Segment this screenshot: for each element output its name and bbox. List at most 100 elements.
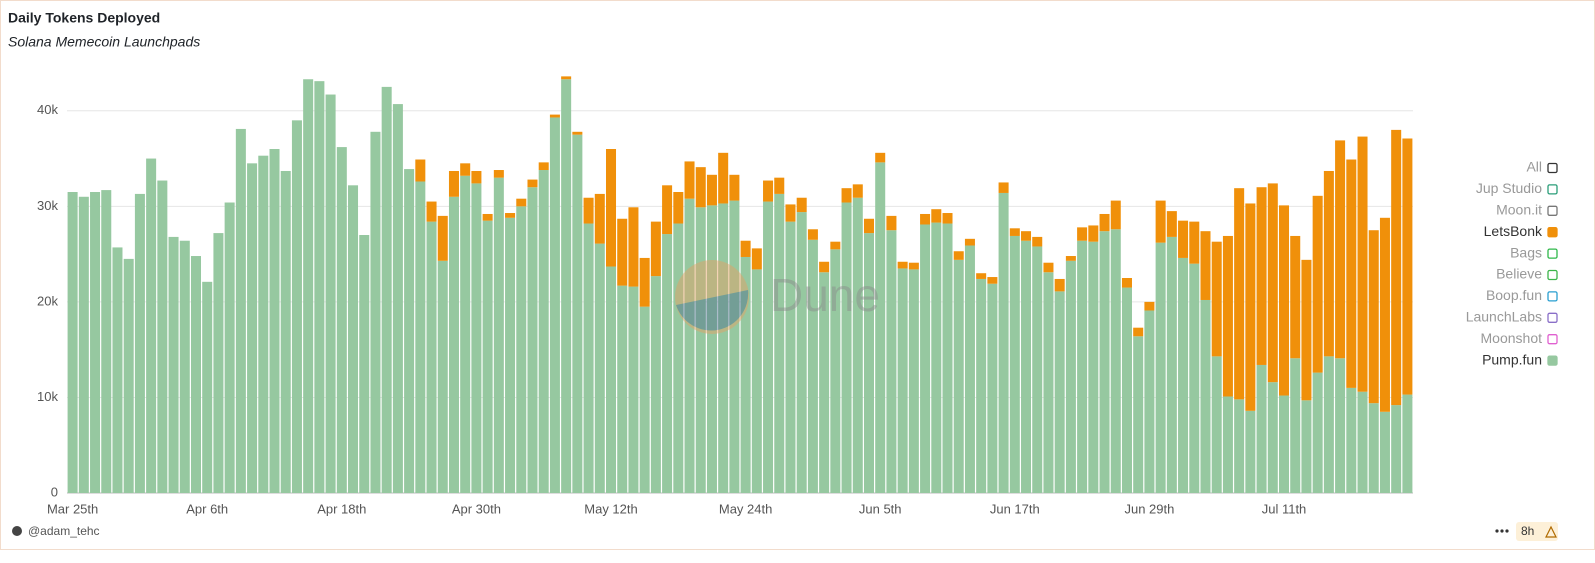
age: 8h [1521,524,1534,538]
bar-segment [101,190,112,494]
bar-segment [460,163,471,176]
bar-segment [213,233,224,494]
bar-segment [987,277,998,284]
watermark-text: Dune [770,269,880,321]
legend-item[interactable]: Jup Studio [1476,180,1558,196]
bar-segment [1323,170,1334,357]
bar-segment [718,203,729,493]
bar-segment [1200,231,1211,300]
bar-segment [1178,257,1189,493]
bar-segment [774,193,785,493]
bar-segment [448,196,459,493]
bar-segment [594,193,605,244]
legend-item[interactable]: Pump.fun [1482,351,1558,367]
legend-item[interactable]: LaunchLabs [1466,309,1558,325]
legend-item[interactable]: Moon.it [1496,202,1558,218]
author-avatar [12,526,22,536]
bar-segment [1312,195,1323,373]
bar-segment [908,262,919,270]
bar-segment [527,179,538,188]
y-tick-label: 40k [37,102,58,117]
legend-swatch [1547,205,1558,216]
x-tick-label: Jun 5th [859,501,902,516]
x-tick-label: May 12th [584,501,637,516]
bar-segment [505,213,516,218]
bar-segment [920,224,931,493]
bar-segment [1234,399,1245,493]
menu-dot [1495,529,1499,533]
bar-segment [1099,231,1110,493]
bar-segment [1021,231,1032,241]
bar-segment [123,258,134,493]
bar-segment [830,249,841,493]
bar-segment [1301,259,1312,401]
bar-segment [964,245,975,493]
bar-segment [1391,405,1402,493]
bar-segment [639,306,650,493]
bar-segment [852,197,863,493]
x-tick-label: May 24th [719,501,772,516]
bar-segment [1402,138,1413,395]
legend-swatch [1547,355,1558,366]
bar-segment [415,159,426,182]
bar-segment [1166,236,1177,493]
bar-segment [852,184,863,198]
bar-segment [1379,217,1390,412]
legend-label: LaunchLabs [1466,309,1542,325]
legend-item[interactable]: Bags [1510,244,1558,260]
legend-item[interactable]: Boop.fun [1486,287,1558,303]
x-tick-label: Jun 17th [990,501,1040,516]
author[interactable]: @adam_tehc [28,524,100,538]
bar-segment [718,152,729,204]
bar-segment [1144,301,1155,311]
bar-segment [168,236,179,493]
legend-label: Jup Studio [1476,180,1542,196]
bar-segment [1200,299,1211,493]
legend-item[interactable]: Believe [1496,266,1558,282]
legend-swatch [1547,227,1558,238]
bar-segment [976,278,987,493]
bar-segment [482,220,493,493]
bar-segment [1121,287,1132,493]
bar-segment [987,283,998,493]
legend-item[interactable]: Moonshot [1481,330,1558,346]
bar-segment [460,175,471,493]
bar-segment [639,257,650,307]
bar-segment [157,180,168,494]
bar-segment [1234,188,1245,400]
bar-segment [415,181,426,493]
bar-segment [404,169,415,494]
bar-segment [448,170,459,197]
bar-segment [740,256,751,493]
bar-segment [606,266,617,493]
bar-segment [179,240,190,493]
bar-segment [1222,235,1233,397]
legend-item[interactable]: All [1526,159,1558,175]
bar-segment [291,120,302,493]
legend-item[interactable]: LetsBonk [1484,223,1558,239]
bar-segment [785,204,796,222]
bar-segment [392,104,403,493]
legend-label: Pump.fun [1482,351,1542,367]
bar-segment [67,192,78,493]
bar-segment [729,174,740,201]
bar-segment [572,131,583,135]
bar-segment [1368,230,1379,404]
bar-segment [1189,263,1200,493]
bar-segment [953,259,964,493]
grid: 0 10k 20k 30k 40k Mar 25th Apr 6th Apr 18th Apr … [37,102,1413,516]
bar-segment [314,81,325,494]
bar-segment [1323,356,1334,493]
legend-swatch [1547,291,1558,302]
y-tick-label: 20k [37,293,58,308]
bar-segment [258,155,269,493]
bar-segment [1099,213,1110,232]
bar-segment [875,152,886,163]
menu-button[interactable] [1495,529,1509,533]
bar-segment [628,207,639,287]
bar-segment [1088,225,1099,242]
bar-segment [1301,400,1312,493]
age-badge [1516,522,1558,541]
bar-segment [1133,327,1144,337]
bar-segment [673,223,684,494]
